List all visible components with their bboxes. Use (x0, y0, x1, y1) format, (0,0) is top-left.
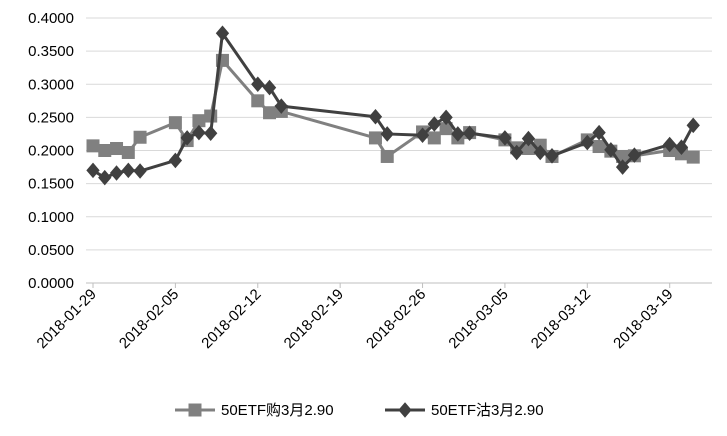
data-point (427, 131, 441, 145)
data-point (380, 149, 394, 163)
y-tick-label: 0.1500 (28, 176, 74, 193)
data-point (86, 162, 100, 179)
data-point (121, 162, 135, 179)
data-point (251, 76, 265, 93)
horizontal-gridlines (86, 17, 712, 284)
data-point (674, 139, 689, 155)
y-tick-label: 0.2000 (28, 143, 74, 160)
data-point (615, 159, 630, 175)
legend-marker (188, 403, 202, 417)
x-tick-label: 2018-03-12 (528, 286, 594, 352)
legend-label: 50ETF沽3月2.90 (431, 402, 544, 419)
legend-marker (398, 402, 412, 418)
data-point (274, 98, 288, 114)
data-point (262, 79, 277, 96)
data-point (133, 130, 147, 144)
x-tick-label: 2018-01-29 (34, 286, 100, 352)
data-point (545, 148, 559, 164)
data-point (533, 144, 547, 161)
data-point (204, 125, 218, 142)
y-tick-label: 0.3500 (28, 43, 74, 60)
y-tick-label: 0.0500 (28, 242, 74, 259)
y-tick-label: 0.0000 (28, 275, 74, 292)
legend-item-2: 50ETF沽3月2.90 (385, 402, 544, 419)
data-point (110, 142, 124, 156)
x-tick-label: 2018-02-19 (281, 286, 347, 352)
data-point (592, 124, 606, 141)
series-2 (86, 25, 700, 186)
data-point (86, 139, 100, 153)
data-point (462, 125, 477, 142)
data-point (663, 136, 677, 153)
data-point (415, 127, 430, 144)
data-point (498, 130, 512, 146)
y-tick-label: 0.4000 (28, 10, 74, 27)
data-point (98, 144, 112, 157)
data-point (592, 140, 606, 154)
data-point (98, 169, 112, 186)
data-point (439, 109, 453, 126)
x-axis (86, 282, 712, 288)
x-tick-label: 2018-03-19 (610, 286, 676, 352)
y-tick-label: 0.2500 (28, 109, 74, 126)
data-point (192, 124, 206, 141)
x-tick-label: 2018-02-12 (198, 286, 264, 352)
legend-item-1: 50ETF购3月2.90 (175, 402, 334, 419)
data-point (168, 152, 183, 169)
y-tick-label: 0.3000 (28, 76, 74, 93)
x-tick-label: 2018-03-05 (445, 286, 511, 352)
data-point (427, 116, 441, 132)
data-point (686, 150, 700, 164)
legend-label: 50ETF购3月2.90 (221, 402, 334, 419)
data-point (109, 165, 124, 181)
data-point (451, 126, 465, 142)
data-point (627, 147, 642, 163)
y-axis-tick-labels: 0.0000 0.0500 0.1000 0.1500 0.2000 0.2500 0.30… (28, 10, 74, 292)
series-group (86, 25, 700, 186)
data-point (580, 134, 594, 151)
data-point (380, 126, 394, 142)
y-tick-label: 0.1000 (28, 209, 74, 226)
data-point (204, 109, 218, 123)
data-point (180, 130, 194, 146)
legend: 50ETF购3月2.90 50ETF沽3月2.90 (175, 402, 544, 419)
data-point (604, 142, 618, 158)
data-point (251, 94, 265, 108)
data-point (263, 106, 277, 120)
data-point (121, 145, 135, 159)
x-axis-tick-labels: 2018-01-29 2018-02-05 2018-02-12 2018-02-19… (34, 286, 677, 352)
data-point (133, 163, 147, 179)
x-tick-label: 2018-02-26 (363, 286, 429, 352)
data-point (368, 131, 382, 145)
data-point (510, 144, 524, 161)
data-point (686, 117, 700, 134)
data-point (368, 108, 383, 125)
data-point (168, 116, 182, 130)
data-point (215, 25, 230, 42)
x-tick-label: 2018-02-05 (116, 286, 182, 352)
data-point (521, 130, 536, 147)
